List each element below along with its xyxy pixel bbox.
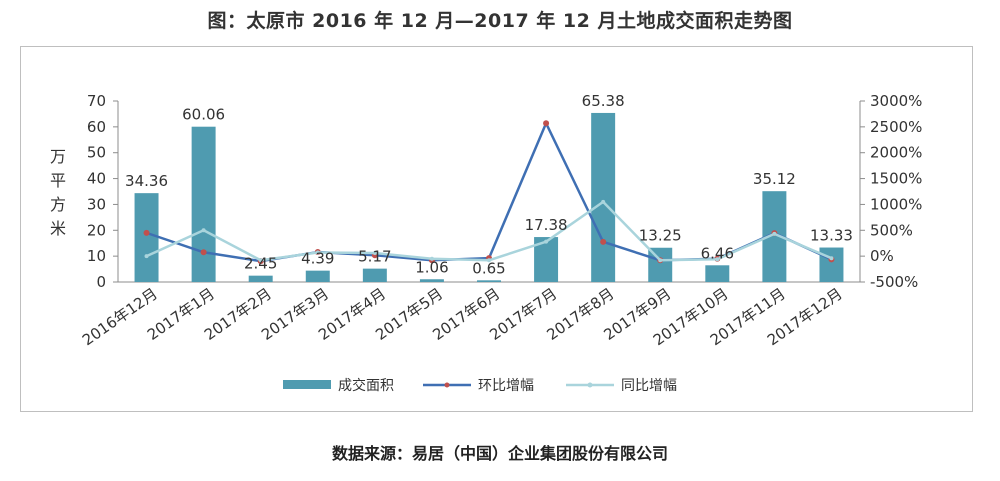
legend-label: 同比增幅 [621,378,677,394]
x-tick-label: 2016年12月 [79,285,161,350]
y-tick-label: 10 [87,247,106,265]
legend: 成交面积 环比增幅 同比增幅 [283,377,677,394]
y-tick-label: 30 [87,195,106,213]
bar [134,193,159,282]
series-line [146,121,832,263]
bar-data-label: 6.46 [701,244,734,262]
series-point [144,254,149,259]
series-point [658,258,663,263]
bar [591,112,616,282]
y-tick-label: 40 [87,170,106,188]
bar-data-label: 2.45 [244,255,277,273]
series-point [829,256,834,261]
bars [134,112,844,283]
bar-data-label: 0.65 [472,259,505,277]
y2-tick-label: -500% [870,273,918,291]
bar [648,247,673,282]
bar-data-label: 35.12 [753,170,796,188]
y2-tick-label: 1000% [870,195,922,213]
y-axis-label-char: 万 [50,147,66,166]
series-point [715,257,720,262]
data-source: 数据来源：易居（中国）企业集团股份有限公司 [331,444,668,463]
y2-tick-label: 500% [870,221,913,239]
legend-label: 环比增幅 [478,378,534,394]
series-point [543,120,550,127]
y-tick-label: 0 [96,273,106,291]
bar-data-label: 17.38 [525,216,568,234]
series-point [429,256,434,261]
series-point [200,249,207,256]
y2-tick-label: 1500% [870,170,922,188]
y-axis-label-char: 米 [50,219,66,238]
series-point [143,229,150,236]
bar [248,275,273,282]
bar [819,247,844,282]
y-tick-label: 60 [87,118,106,136]
chart-title: 图：太原市 2016 年 12 月—2017 年 12 月土地成交面积走势图 [207,10,793,32]
series-point [372,251,377,256]
bar-data-label: 60.06 [182,106,225,124]
bar [305,270,330,282]
bar-data-label: 13.33 [810,227,853,245]
y-tick-label: 50 [87,144,106,162]
bar-data-label: 34.36 [125,172,168,190]
series-point [258,258,263,263]
bar [191,126,216,283]
bar-data-label: 5.17 [358,248,391,266]
data-labels: 34.36 60.06 2.45 4.39 5.17 1.06 0.65 17.38 65.38… [125,92,853,277]
y2-tick-label: 3000% [870,92,922,110]
legend-marker [587,382,593,388]
y-axis-label-char: 方 [50,195,66,214]
y2-tick-label: 2500% [870,118,922,136]
bar [534,237,559,282]
series-point [601,199,606,204]
series-point [487,258,491,263]
series-point [772,231,777,236]
y2-tick-label: 0% [870,247,894,265]
bar [362,268,387,282]
legend-marker [444,382,450,388]
bar-data-label: 4.39 [301,250,334,268]
series-point [544,239,549,244]
bar-data-label: 13.25 [639,227,682,245]
bar [477,280,501,282]
y2-tick-label: 2000% [870,144,922,162]
y-tick-label: 20 [87,221,106,239]
bar-data-label: 1.06 [415,258,448,276]
y-tick-label: 70 [87,92,106,110]
bar-data-label: 65.38 [582,92,625,110]
legend-swatch-bar [283,380,331,389]
series-point [201,228,206,233]
bar [419,279,444,282]
legend-label: 成交面积 [338,377,394,394]
bar [705,265,730,282]
series-point [600,238,607,245]
lines [143,120,835,265]
y-axis-label-char: 平 [50,171,66,190]
bar [762,191,787,282]
chart-frame [20,46,973,412]
series-point [315,250,320,255]
axes: 0 10 20 30 40 50 60 70 -500% 0% 500% 1000% 1500% 2000… [50,92,922,349]
